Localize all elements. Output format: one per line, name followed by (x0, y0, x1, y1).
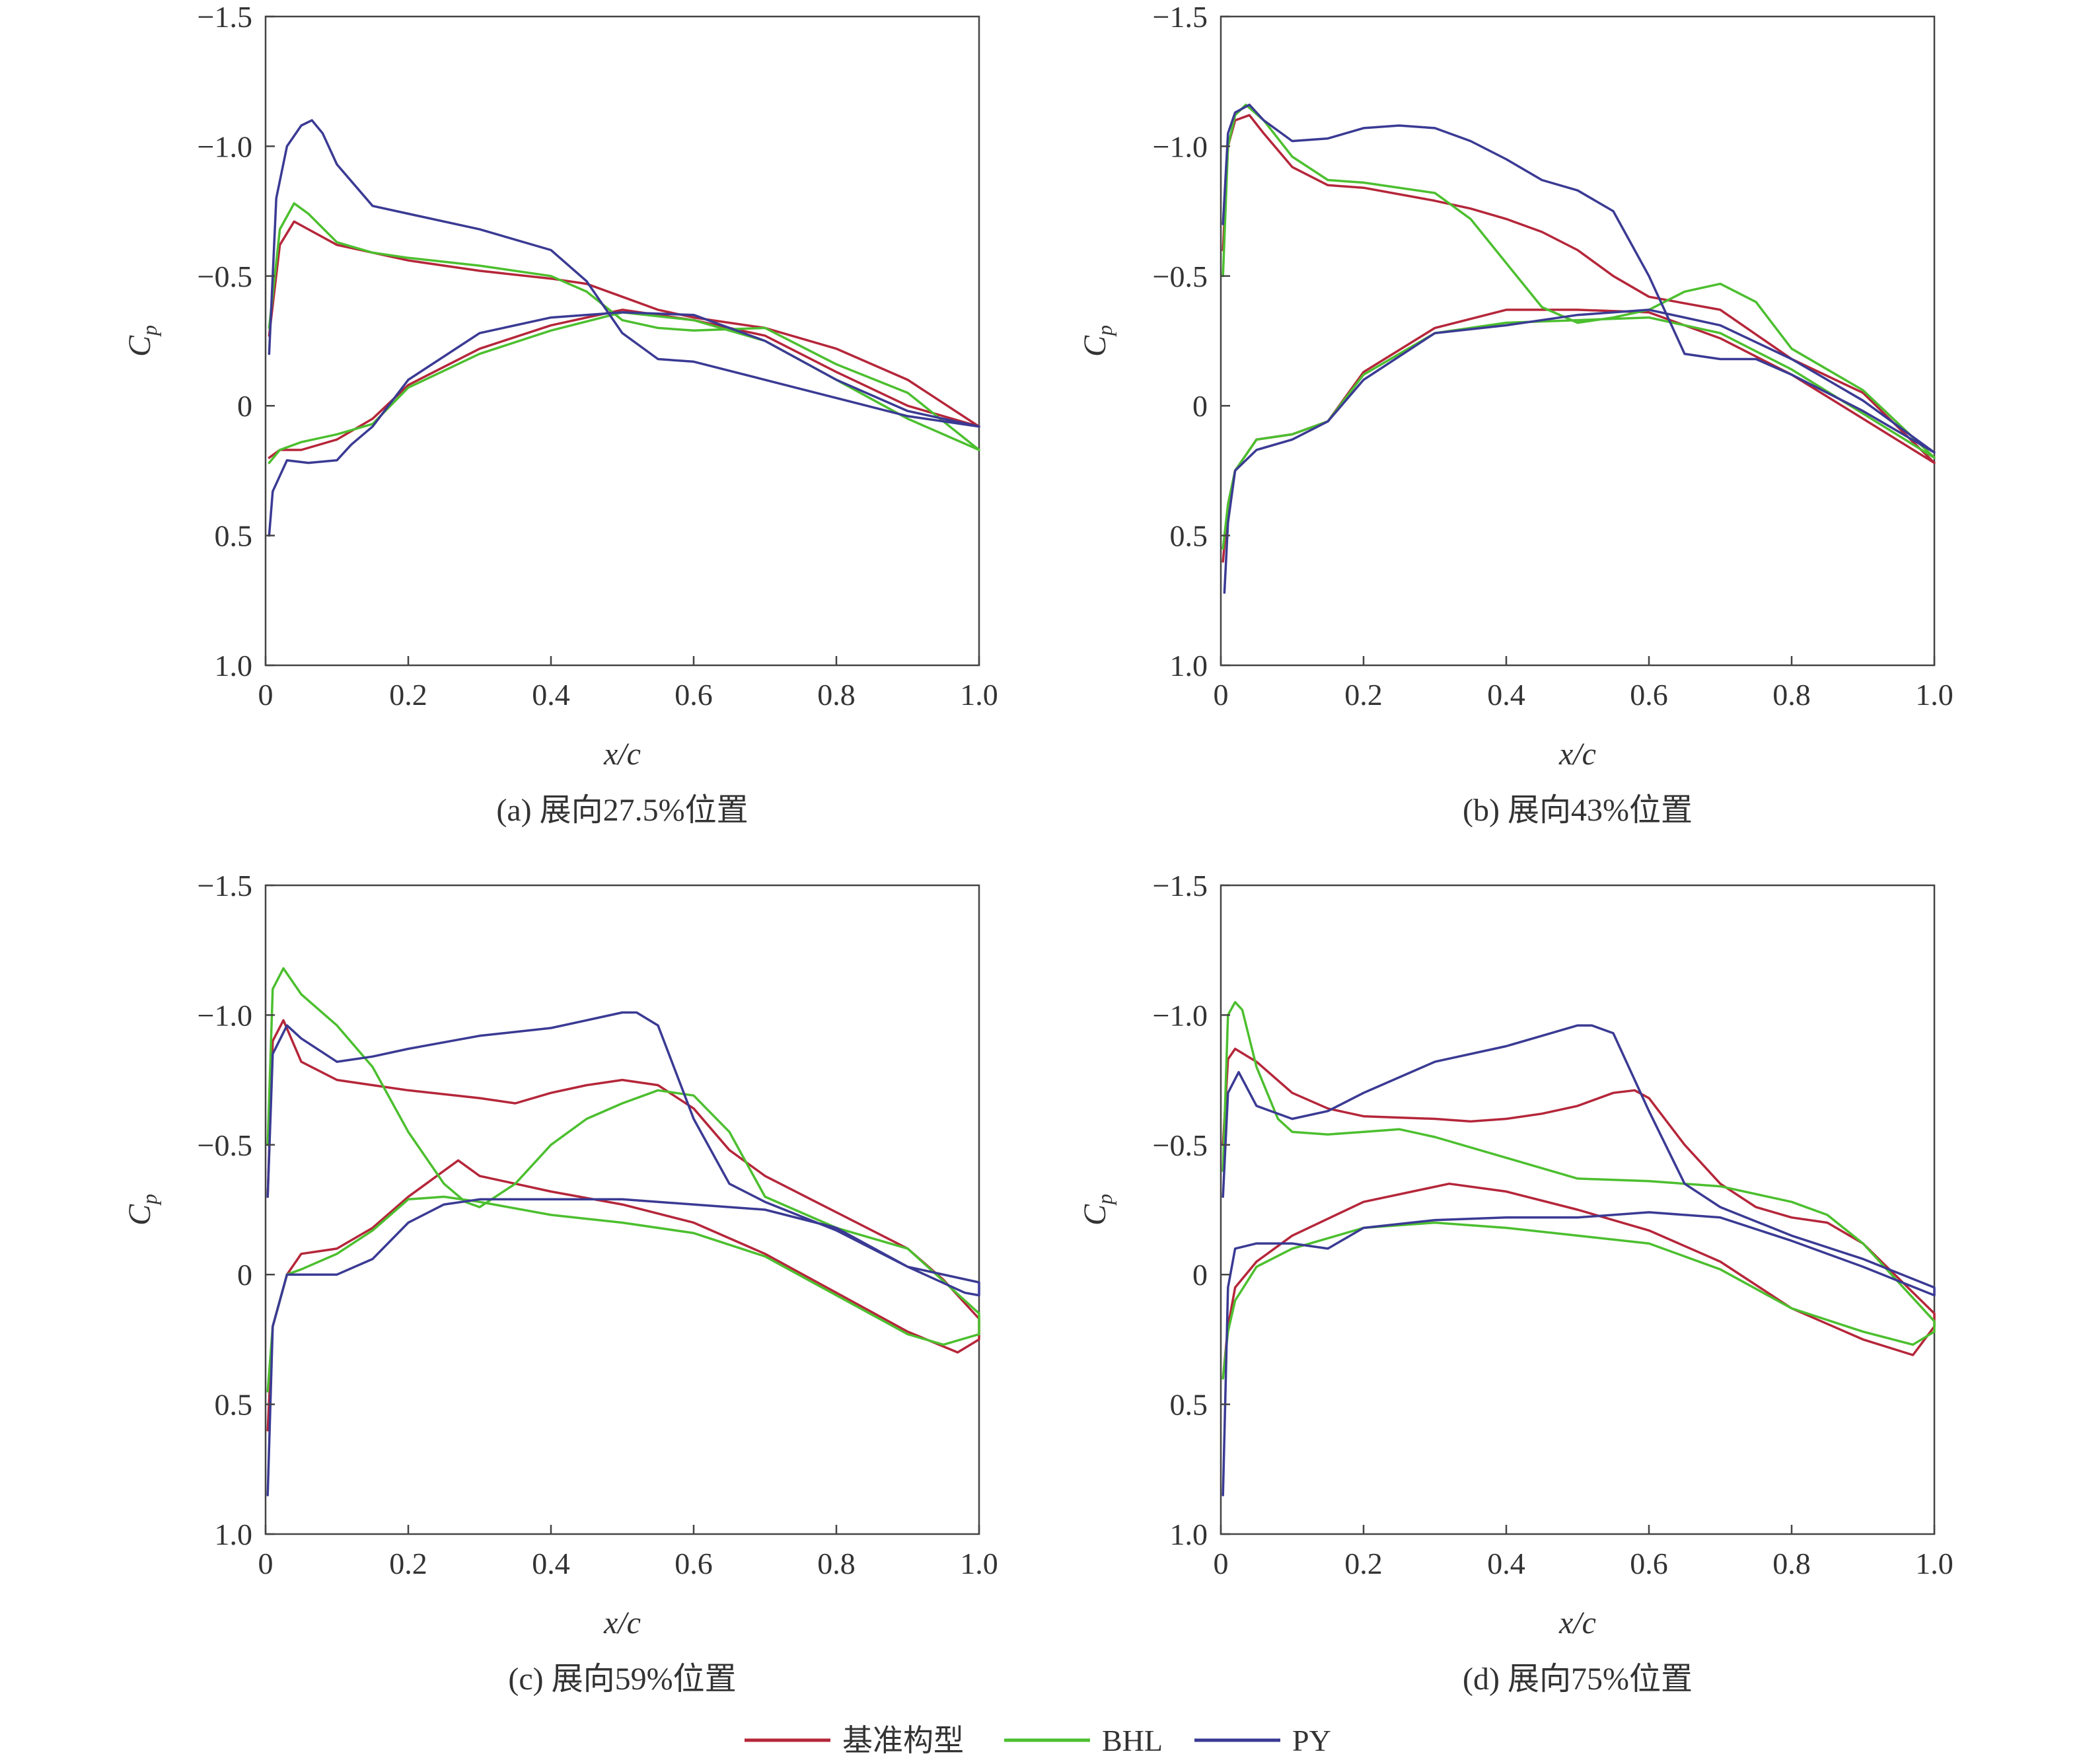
y-tick-label-d: −1.5 (1153, 869, 1208, 902)
y-axis-label-c: Cp (122, 1194, 161, 1226)
y-tick-label-c: 0.5 (215, 1388, 253, 1422)
y-tick-label-c: −0.5 (198, 1128, 252, 1162)
x-tick-label-a: 1.0 (960, 678, 998, 712)
panel-b: 0 0.2 0.4 0.6 0.8 1.0 −1.5 −1.0 −0.5 0 0.5 1.0 x/c Cp… (1077, 0, 1953, 828)
plot-frame-d (1220, 884, 1936, 1535)
panel-c: 0 0.2 0.4 0.6 0.8 1.0 −1.5 −1.0 −0.5 0 0.5 1.0 x/c Cp… (122, 869, 998, 1697)
y-tick-label-d: −0.5 (1153, 1128, 1208, 1162)
x-tick-label-d: 0.2 (1344, 1547, 1383, 1580)
y-axis-label-b: Cp (1077, 325, 1116, 357)
series-line-a-1 (268, 202, 980, 464)
y-tick-label-a: −1.0 (198, 129, 252, 163)
legend-label-baseline: 基准构型 (842, 1724, 964, 1757)
series-group-b (1222, 103, 1936, 594)
x-tick-label-c: 0.6 (675, 1547, 713, 1580)
y-tick-label-d: 0 (1192, 1258, 1208, 1292)
y-tick-label-c: 1.0 (215, 1518, 253, 1551)
caption-a: (a) 展向27.5%位置 (496, 793, 748, 828)
caption-d: (d) 展向75%位置 (1463, 1662, 1693, 1697)
x-tick-label-a: 0.6 (675, 678, 713, 712)
y-tick-label-a: −1.5 (198, 0, 252, 34)
x-tick-label-b: 1.0 (1915, 678, 1953, 712)
y-tick-label-b: 1.0 (1170, 649, 1208, 682)
series-line-c-0 (266, 1019, 980, 1432)
y-tick-label-c: −1.5 (198, 869, 252, 902)
x-tick-label-a: 0.8 (817, 678, 856, 712)
y-tick-label-b: −1.0 (1153, 129, 1208, 163)
caption-c: (c) 展向59%位置 (508, 1662, 736, 1697)
plot-frame-c (264, 884, 980, 1535)
y-tick-label-a: 1.0 (215, 649, 253, 682)
x-axis-label-c: x/c (603, 1605, 641, 1640)
y-tick-label-b: −0.5 (1153, 260, 1208, 293)
y-tick-label-c: 0 (237, 1258, 252, 1292)
x-tick-label-c: 0.2 (389, 1547, 427, 1580)
series-group-c (266, 967, 980, 1496)
plot-frame-a (264, 15, 980, 667)
x-tick-label-c: 1.0 (960, 1547, 998, 1580)
x-axis-label-b: x/c (1558, 737, 1596, 772)
series-line-d-1 (1222, 1001, 1936, 1380)
legend: 基准构型 BHL PY (745, 1724, 1331, 1757)
x-tick-label-d: 0 (1214, 1547, 1229, 1580)
x-tick-label-a: 0.2 (389, 678, 427, 712)
y-tick-label-c: −1.0 (198, 998, 252, 1032)
y-tick-label-b: 0.5 (1170, 519, 1208, 553)
x-tick-label-b: 0.2 (1344, 678, 1383, 712)
panel-a: 0 0.2 0.4 0.6 0.8 1.0 −1.5 −1.0 −0.5 0 0.5 1.0 x/c Cp… (122, 0, 998, 828)
x-tick-label-c: 0 (258, 1547, 274, 1580)
series-line-d-2 (1222, 1024, 1936, 1496)
x-tick-label-c: 0.4 (532, 1547, 570, 1580)
x-tick-label-b: 0 (1214, 678, 1229, 712)
panel-d: 0 0.2 0.4 0.6 0.8 1.0 −1.5 −1.0 −0.5 0 0.5 1.0 x/c Cp… (1077, 869, 1953, 1697)
y-tick-label-b: −1.5 (1153, 0, 1208, 34)
legend-item-bhl: BHL (1004, 1724, 1163, 1757)
legend-item-py: PY (1194, 1724, 1331, 1757)
y-axis-label-a: Cp (122, 325, 161, 357)
series-group-d (1222, 1001, 1936, 1496)
y-tick-label-a: 0.5 (215, 519, 253, 553)
series-line-c-2 (266, 1011, 980, 1496)
x-axis-label-a: x/c (603, 737, 641, 772)
series-line-b-1 (1222, 103, 1936, 550)
x-tick-label-d: 0.6 (1630, 1547, 1668, 1580)
x-tick-label-b: 0.8 (1772, 678, 1811, 712)
x-tick-label-d: 1.0 (1915, 1547, 1953, 1580)
y-tick-label-b: 0 (1192, 389, 1208, 423)
series-group-a (268, 119, 980, 537)
y-tick-label-a: −0.5 (198, 260, 252, 293)
x-tick-label-c: 0.8 (817, 1547, 856, 1580)
x-tick-label-a: 0.4 (532, 678, 570, 712)
series-line-d-0 (1222, 1047, 1936, 1380)
y-tick-label-d: −1.0 (1153, 998, 1208, 1032)
x-tick-label-d: 0.8 (1772, 1547, 1811, 1580)
x-tick-label-a: 0 (258, 678, 274, 712)
series-line-b-0 (1222, 114, 1936, 563)
y-tick-label-a: 0 (237, 389, 252, 423)
x-tick-label-b: 0.6 (1630, 678, 1668, 712)
y-axis-label-d: Cp (1077, 1194, 1116, 1226)
series-line-b-2 (1222, 103, 1936, 594)
x-axis-label-d: x/c (1558, 1605, 1596, 1640)
legend-label-py: PY (1292, 1724, 1331, 1757)
legend-item-baseline: 基准构型 (745, 1724, 964, 1757)
y-tick-label-d: 1.0 (1170, 1518, 1208, 1551)
caption-b: (b) 展向43%位置 (1463, 793, 1693, 828)
legend-label-bhl: BHL (1102, 1724, 1163, 1757)
x-tick-label-b: 0.4 (1487, 678, 1525, 712)
series-line-a-2 (268, 119, 980, 537)
x-tick-label-d: 0.4 (1487, 1547, 1525, 1580)
plot-frame-b (1220, 15, 1936, 667)
y-tick-label-d: 0.5 (1170, 1388, 1208, 1422)
series-line-c-1 (266, 967, 980, 1393)
